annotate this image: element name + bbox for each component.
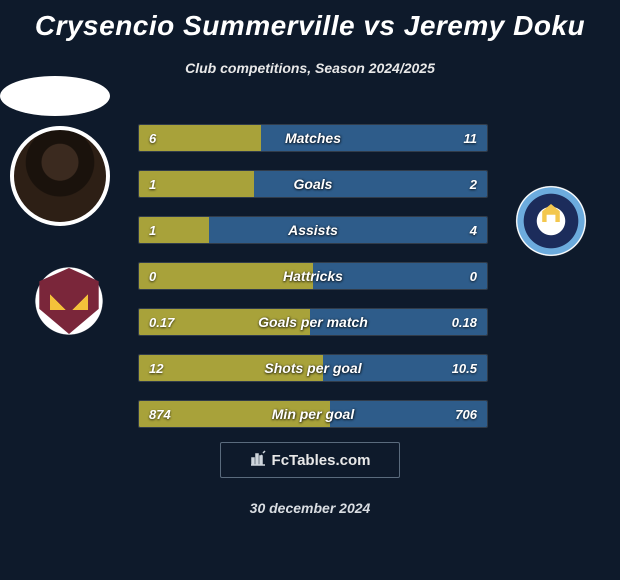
brand-footer[interactable]: FcTables.com [220, 442, 400, 478]
stat-value-left: 12 [139, 355, 173, 381]
west-ham-crest-icon [36, 268, 102, 334]
stat-value-left: 1 [139, 171, 166, 197]
club-badge-left [20, 252, 118, 350]
stat-row: Hattricks0 0 [138, 262, 488, 290]
footer-date: 30 december 2024 [0, 500, 620, 516]
stat-row: Goals1 2 [138, 170, 488, 198]
stat-value-left: 874 [139, 401, 181, 427]
stat-label: Assists [139, 217, 487, 243]
stat-label: Goals [139, 171, 487, 197]
club-badge-right [502, 172, 600, 270]
stat-label: Min per goal [139, 401, 487, 427]
stat-row: Goals per match0.17 0.18 [138, 308, 488, 336]
stat-value-right: 706 [445, 401, 487, 427]
stat-value-left: 0 [139, 263, 166, 289]
stat-row: Assists1 4 [138, 216, 488, 244]
subtitle: Club competitions, Season 2024/2025 [0, 60, 620, 76]
stat-value-right: 0 [460, 263, 487, 289]
stat-value-left: 0.17 [139, 309, 184, 335]
page-title: Crysencio Summerville vs Jeremy Doku [0, 0, 620, 42]
stat-value-right: 11 [454, 125, 488, 151]
stats-container: Matches611Goals12Assists14Hattricks00Goa… [138, 124, 488, 446]
stat-label: Hattricks [139, 263, 487, 289]
stat-value-right: 2 [460, 171, 487, 197]
stat-label: Goals per match [139, 309, 487, 335]
stat-value-right: 0.18 [442, 309, 487, 335]
player-right-photo [0, 76, 110, 116]
stat-label: Matches [139, 125, 487, 151]
stat-value-right: 10.5 [442, 355, 487, 381]
chart-icon [250, 450, 266, 471]
stat-row: Matches6 11 [138, 124, 488, 152]
stat-value-left: 6 [139, 125, 166, 151]
stat-row: Shots per goal12 10.5 [138, 354, 488, 382]
stat-value-left: 1 [139, 217, 166, 243]
player-left-photo [10, 126, 110, 226]
brand-text: FcTables.com [272, 452, 371, 469]
stat-value-right: 4 [460, 217, 487, 243]
man-city-crest-icon [518, 188, 584, 254]
stat-label: Shots per goal [139, 355, 487, 381]
stat-row: Min per goal874 706 [138, 400, 488, 428]
